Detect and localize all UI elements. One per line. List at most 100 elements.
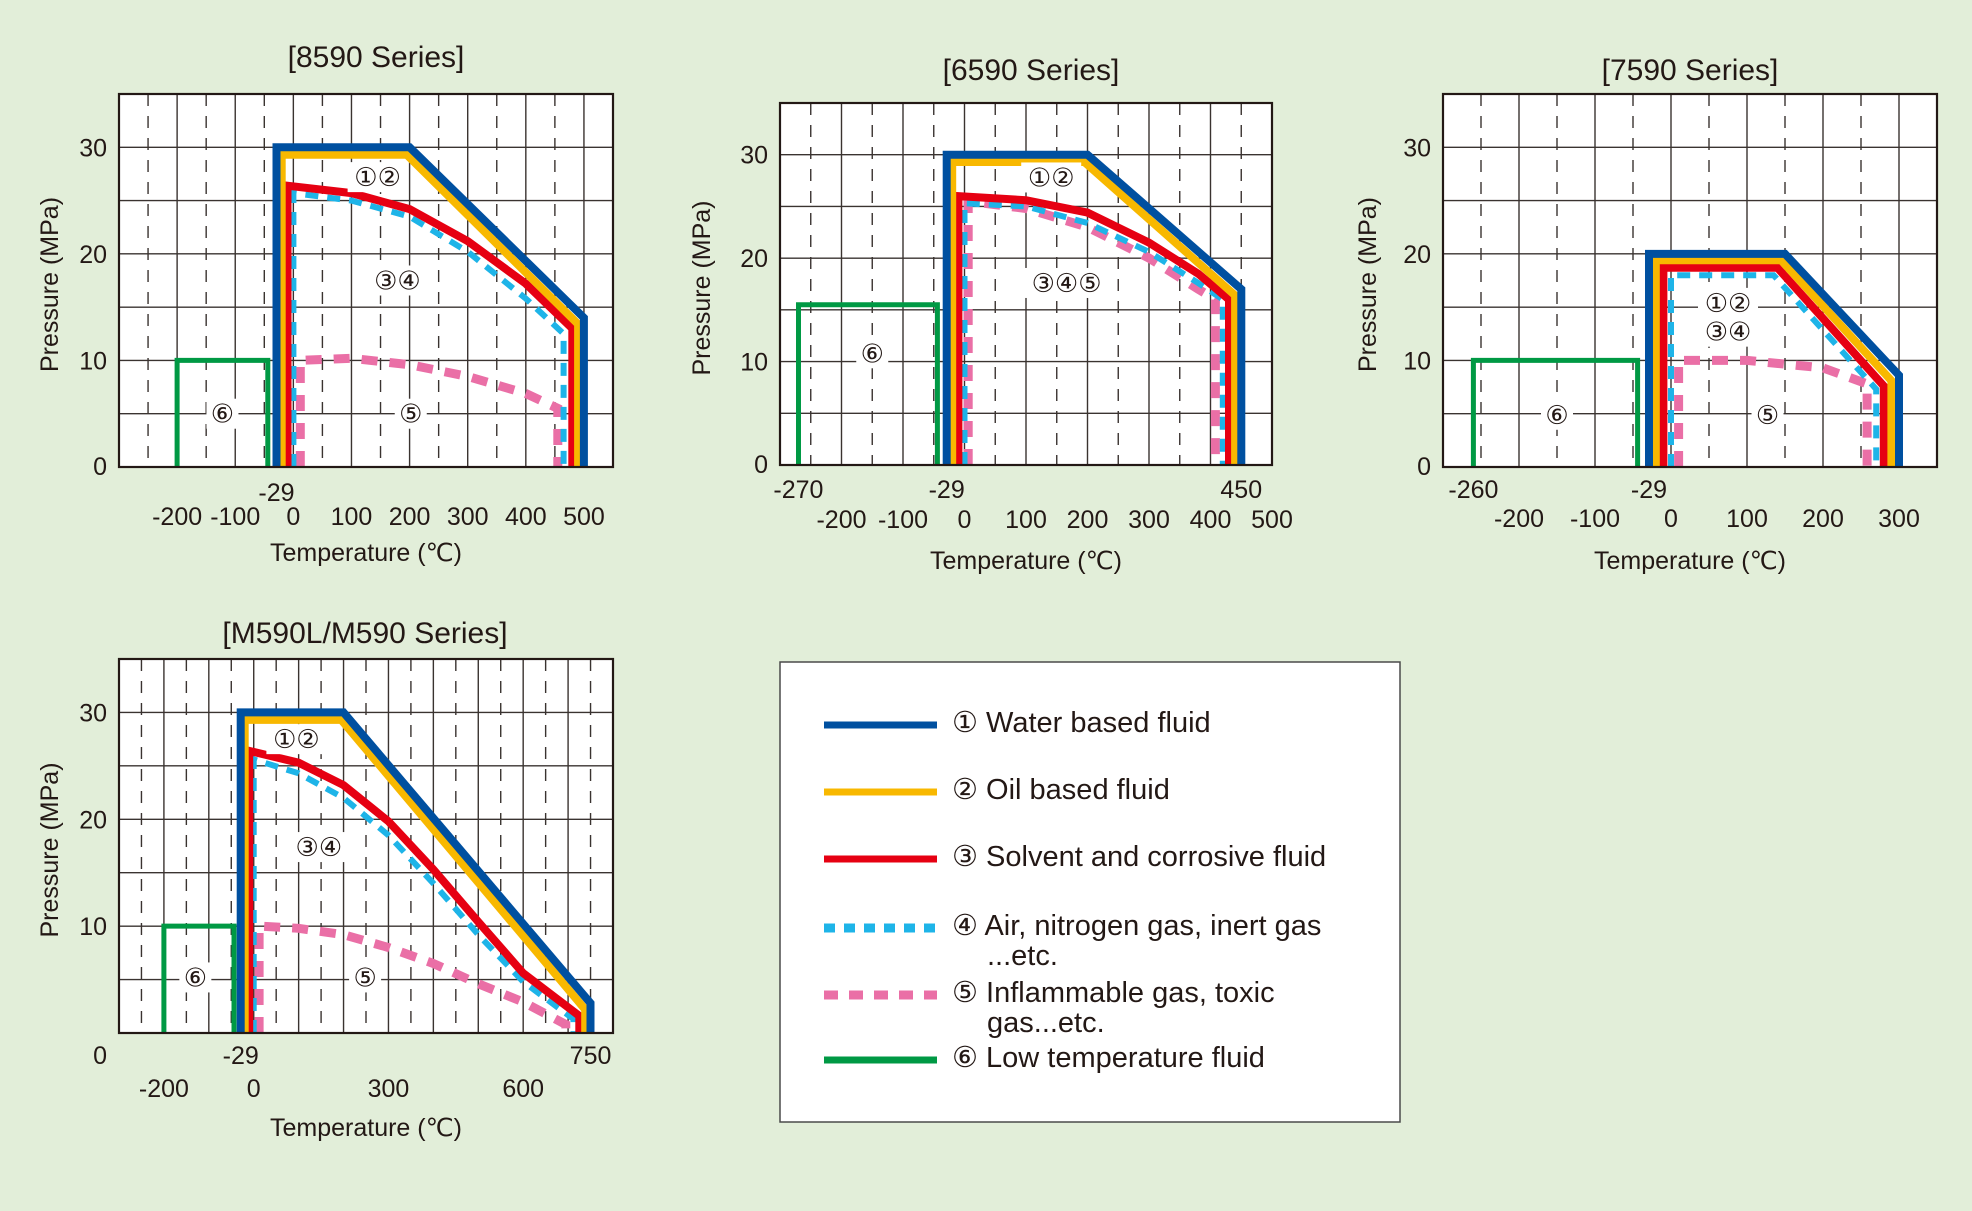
legend-label: ⑤ Inflammable gas, toxic (952, 977, 1275, 1009)
chart-title: [6590 Series] (943, 54, 1120, 87)
annotation-label: ⑤ (1756, 401, 1779, 431)
y-tick-label: 10 (79, 913, 107, 941)
annotation-label: ⑥ (861, 339, 884, 369)
legend-item-oil: ② Oil based fluid (824, 774, 1170, 806)
plot-frame (1441, 92, 1939, 469)
y-axis-label: Pressure (MPa) (688, 200, 716, 375)
x-tick-label: 500 (1251, 506, 1293, 534)
series-line-air (290, 189, 567, 467)
x-limit-label: -29 (1631, 476, 1667, 504)
y-axis-label: Pressure (MPa) (36, 762, 64, 937)
annotation-bg (206, 398, 239, 429)
x-tick-label: 0 (247, 1075, 261, 1103)
x-axis-label: Temperature (℃) (930, 547, 1122, 575)
x-tick-label: -200 (1494, 505, 1544, 533)
series-line-low-temp (174, 357, 271, 467)
x-tick-label: 0 (1664, 505, 1678, 533)
legend-label-continued: gas...etc. (987, 1007, 1105, 1039)
y-tick-label: 20 (1403, 241, 1431, 269)
series-line-solvent (283, 181, 577, 467)
annotation-bg (1751, 399, 1784, 430)
series-line-oil (948, 158, 1240, 465)
annotation-bg (1021, 162, 1082, 193)
x-tick-label: 400 (1190, 506, 1232, 534)
series-group (796, 150, 1246, 465)
x-tick-label: -200 (816, 506, 866, 534)
x-tick-label: 200 (389, 503, 431, 531)
series-line-air (250, 755, 577, 1033)
plot-frame (117, 657, 615, 1035)
chart-2: [6590 Series] ①② ③④⑤ ⑥ 0 10 20 30 -200 -100 0 100 20… (688, 54, 1293, 575)
annotation-bg (1698, 316, 1758, 347)
annotation-label: ③④ (1705, 318, 1752, 348)
x-limit-label: -260 (1448, 476, 1498, 504)
series-line-water (1645, 249, 1903, 467)
x-tick-label: -100 (210, 503, 260, 531)
annotation-bg (394, 398, 427, 429)
series-line-inflammable (1674, 355, 1872, 467)
series-line-water (236, 708, 595, 1033)
chart-title: [M590L/M590 Series] (222, 617, 507, 650)
series-line-low-temp (161, 923, 237, 1033)
legend-box (779, 661, 1401, 1123)
x-tick-label: 600 (502, 1075, 544, 1103)
series-group (161, 708, 595, 1033)
annotation-bg (347, 162, 408, 193)
x-tick-label: 0 (286, 503, 300, 531)
annotation-label: ①② (1028, 163, 1075, 193)
x-tick-label: 100 (331, 503, 373, 531)
x-limit-label: 450 (1220, 476, 1262, 504)
annotation-bg (856, 338, 889, 369)
series-line-water (942, 150, 1246, 465)
series-line-low-temp (1470, 357, 1641, 467)
annotation-bg (1541, 399, 1573, 430)
legend-item-solvent: ③ Solvent and corrosive fluid (824, 841, 1326, 873)
legend-label: ② Oil based fluid (952, 774, 1170, 806)
x-tick-label: 500 (563, 503, 605, 531)
series-group (1470, 249, 1903, 467)
annotation-label: ③④ (296, 833, 343, 863)
annotation-label: ①② (354, 163, 401, 193)
x-tick-label: -100 (1570, 505, 1620, 533)
legend-label: ④ Air, nitrogen gas, inert gas (952, 910, 1321, 942)
annotation-bg (1698, 287, 1758, 318)
y-tick-label: 20 (79, 241, 107, 269)
series-line-inflammable (963, 196, 1220, 465)
annotation-bg (266, 724, 327, 755)
legend-item-water: ① Water based fluid (824, 707, 1211, 739)
legend-label: ⑥ Low temperature fluid (952, 1042, 1265, 1074)
series-line-solvent (245, 745, 584, 1033)
x-tick-label: 200 (1067, 506, 1109, 534)
x-tick-label: 0 (958, 506, 972, 534)
x-limit-label: -29 (223, 1042, 259, 1070)
chart-title: [7590 Series] (1602, 54, 1779, 87)
x-tick-label: 400 (505, 503, 547, 531)
y-tick-label: 10 (1403, 347, 1431, 375)
x-tick-label: 300 (368, 1075, 410, 1103)
annotation-label: ⑤ (353, 963, 376, 993)
y-tick-label: 0 (754, 451, 768, 479)
series-line-air (1668, 272, 1880, 467)
y-tick-label: 30 (740, 142, 768, 170)
legend-item-low-temp: ⑥ Low temperature fluid (824, 1042, 1265, 1074)
x-axis-label: Temperature (℃) (1594, 547, 1786, 575)
x-tick-label: 100 (1726, 505, 1768, 533)
series-line-solvent (1659, 263, 1888, 467)
y-axis-label: Pressure (MPa) (1354, 197, 1382, 372)
x-tick-label: -200 (152, 503, 202, 531)
series-line-water (272, 143, 588, 467)
annotation-label: ⑤ (399, 400, 422, 430)
annotation-bg (179, 962, 212, 993)
x-tick-label: -100 (878, 506, 928, 534)
annotation-bg (349, 962, 382, 993)
annotation-label: ①② (273, 725, 320, 755)
series-line-air (961, 200, 1226, 465)
y-tick-label: 0 (1417, 453, 1431, 481)
annotation-bg (288, 832, 349, 863)
legend-items: ① Water based fluid ② Oil based fluid ③ So… (824, 707, 1326, 1074)
y-tick-label: 30 (1403, 134, 1431, 162)
y-tick-label: 20 (79, 806, 107, 834)
